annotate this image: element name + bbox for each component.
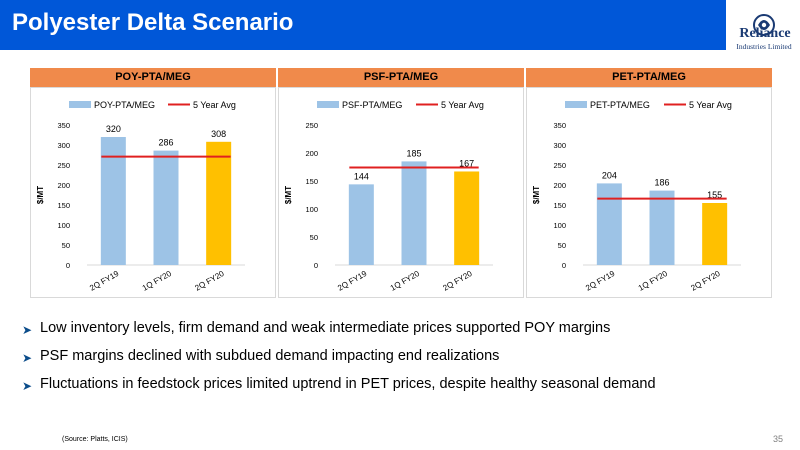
y-tick-label: 150 <box>57 201 70 210</box>
data-label: 186 <box>654 178 669 188</box>
chart-box: PSF-PTA/MEG 5 Year Avg 0 50 100 150 200 250 $/MT… <box>278 87 524 298</box>
chart-title: PSF-PTA/MEG <box>278 68 524 87</box>
y-tick-label: 300 <box>57 141 70 150</box>
chart-psf: PSF-PTA/MEG 5 Year Avg 0 50 100 150 200 250 $/MT… <box>284 100 493 293</box>
reliance-logo-icon <box>753 14 775 36</box>
y-tick-label: 350 <box>553 121 566 130</box>
chart-box: POY-PTA/MEG 5 Year Avg 0 50 100 150 200 250 300 3… <box>30 87 276 298</box>
legend-swatch <box>69 101 91 108</box>
data-label: 144 <box>354 171 369 181</box>
legend-label: 5 Year Avg <box>689 100 732 110</box>
x-tick-label: 2Q FY20 <box>441 269 474 293</box>
y-tick-label: 100 <box>305 205 318 214</box>
page-title: Polyester Delta Scenario <box>12 9 294 36</box>
legend-label: PET-PTA/MEG <box>590 100 650 110</box>
bar <box>100 137 126 265</box>
data-label: 185 <box>406 148 421 158</box>
y-tick-label: 0 <box>66 261 70 270</box>
x-tick-label: 2Q FY19 <box>336 269 369 293</box>
y-tick-label: 350 <box>57 121 70 130</box>
y-tick-label: 100 <box>57 221 70 230</box>
x-tick-label: 1Q FY20 <box>389 269 422 293</box>
arrow-right-icon: ➤ <box>22 323 33 337</box>
legend-swatch <box>565 101 587 108</box>
bar <box>649 190 675 265</box>
x-tick-label: 2Q FY20 <box>689 269 722 293</box>
bullet-text: PSF margins declined with subdued demand… <box>40 348 500 364</box>
x-tick-label: 2Q FY20 <box>193 269 226 293</box>
y-tick-label: 0 <box>314 261 318 270</box>
legend-label: 5 Year Avg <box>193 100 236 110</box>
chart-panel-psf: PSF-PTA/MEG PSF-PTA/MEG 5 Year Avg 0 50 100 1… <box>278 68 524 298</box>
bar <box>348 184 374 265</box>
x-tick-label: 1Q FY20 <box>141 269 174 293</box>
legend-label: POY-PTA/MEG <box>94 100 155 110</box>
arrow-right-icon: ➤ <box>22 351 33 365</box>
y-tick-label: 50 <box>558 241 566 250</box>
arrow-right-icon: ➤ <box>22 379 33 393</box>
bullet-text: Fluctuations in feedstock prices limited… <box>40 376 656 392</box>
y-tick-label: 150 <box>553 201 566 210</box>
title-bar: Polyester Delta Scenario <box>0 0 726 50</box>
x-tick-label: 2Q FY19 <box>584 269 617 293</box>
y-tick-label: 50 <box>310 233 318 242</box>
chart-title: POY-PTA/MEG <box>30 68 276 87</box>
bar <box>153 150 179 265</box>
source-note: (Source: Platts, ICIS) <box>62 436 128 443</box>
y-tick-label: 200 <box>305 149 318 158</box>
legend-swatch <box>317 101 339 108</box>
y-tick-label: 300 <box>553 141 566 150</box>
chart-poy: POY-PTA/MEG 5 Year Avg 0 50 100 150 200 250 300 3… <box>36 100 245 293</box>
y-tick-label: 50 <box>62 241 70 250</box>
logo-name: Reliance <box>739 26 791 41</box>
chart-title: PET-PTA/MEG <box>526 68 772 87</box>
data-label: 286 <box>158 138 173 148</box>
y-axis-label: $/MT <box>284 186 293 204</box>
y-tick-label: 150 <box>305 177 318 186</box>
data-label: 155 <box>707 190 722 200</box>
bar <box>596 183 622 265</box>
bar <box>454 171 480 265</box>
legend-label: 5 Year Avg <box>441 100 484 110</box>
bar <box>401 161 427 265</box>
bar <box>702 203 728 265</box>
chart-pet: PET-PTA/MEG 5 Year Avg 0 50 100 150 200 250 300 3… <box>532 100 741 293</box>
bullet-text: Low inventory levels, firm demand and we… <box>40 320 611 336</box>
y-tick-label: 200 <box>57 181 70 190</box>
x-tick-label: 2Q FY19 <box>88 269 121 293</box>
y-tick-label: 0 <box>562 261 566 270</box>
data-label: 320 <box>106 124 121 134</box>
y-axis-label: $/MT <box>36 186 45 204</box>
chart-box: PET-PTA/MEG 5 Year Avg 0 50 100 150 200 250 300 3… <box>526 87 772 298</box>
y-tick-label: 250 <box>553 161 566 170</box>
bar <box>206 141 232 265</box>
data-label: 167 <box>459 158 474 168</box>
legend-label: PSF-PTA/MEG <box>342 100 402 110</box>
y-tick-label: 200 <box>553 181 566 190</box>
data-label: 308 <box>211 129 226 139</box>
chart-panel-pet: PET-PTA/MEG PET-PTA/MEG 5 Year Avg 0 50 100 1… <box>526 68 772 298</box>
data-label: 204 <box>602 170 617 180</box>
y-tick-label: 250 <box>57 161 70 170</box>
y-tick-label: 100 <box>553 221 566 230</box>
y-axis-label: $/MT <box>532 186 541 204</box>
logo-subtitle: Industries Limited <box>736 42 792 51</box>
chart-panel-poy: POY-PTA/MEG POY-PTA/MEG 5 Year Avg 0 50 100 1… <box>30 68 276 298</box>
x-tick-label: 1Q FY20 <box>637 269 670 293</box>
y-tick-label: 250 <box>305 121 318 130</box>
page-number: 35 <box>773 434 784 444</box>
